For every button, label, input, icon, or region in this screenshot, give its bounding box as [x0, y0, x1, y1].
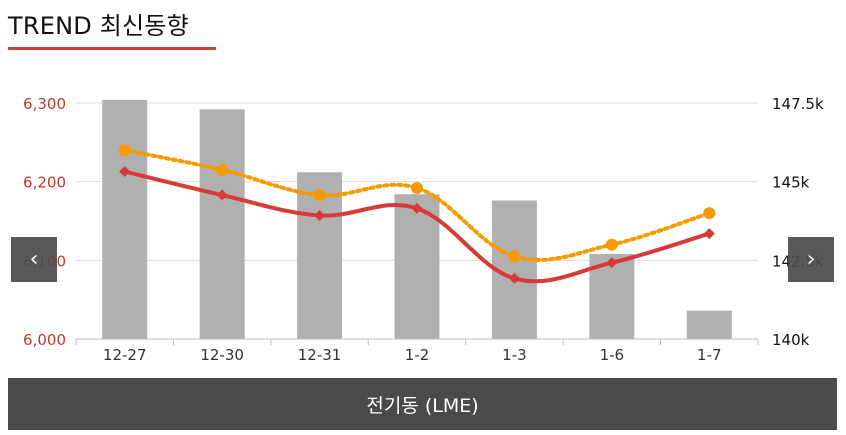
point-marker-diamond [606, 257, 618, 269]
point-marker-circle [605, 238, 618, 251]
right-tick-label: 147.5k [772, 95, 824, 113]
point-marker-diamond [411, 202, 423, 214]
page-title: TREND 최신동향 [8, 12, 189, 40]
x-tick-label: 12-30 [200, 346, 244, 364]
chevron-left-icon[interactable]: ‹ [11, 237, 57, 282]
right-tick-label: 145k [772, 174, 810, 192]
bar [686, 310, 732, 339]
point-marker-diamond [119, 165, 131, 177]
point-marker-diamond [216, 189, 228, 201]
point-marker-circle [703, 207, 716, 220]
x-tick-label: 1-3 [502, 346, 527, 364]
point-marker-circle [118, 144, 131, 157]
point-marker-diamond [703, 228, 715, 240]
bar [199, 109, 245, 339]
bar [102, 99, 148, 339]
trend-chart: 6,000140k6,100142.5k6,200145k6,300147.5k… [23, 95, 824, 364]
x-tick-label: 1-2 [405, 346, 430, 364]
footer-label: 전기동 (LME) [8, 378, 837, 430]
chevron-right-icon[interactable]: › [788, 237, 834, 282]
x-tick-label: 12-31 [298, 346, 342, 364]
x-tick-label: 1-6 [600, 346, 625, 364]
x-tick-label: 12-27 [103, 346, 147, 364]
bar [394, 194, 440, 339]
title-underline [8, 47, 216, 50]
point-marker-circle [411, 181, 423, 194]
left-tick-label: 6,300 [23, 95, 66, 113]
point-marker-circle [508, 250, 521, 263]
right-tick-label: 140k [772, 331, 810, 349]
left-tick-label: 6,200 [23, 174, 66, 192]
point-marker-circle [216, 163, 229, 176]
point-marker-diamond [314, 209, 326, 221]
point-marker-circle [313, 189, 326, 202]
left-tick-label: 6,000 [23, 331, 66, 349]
x-tick-label: 1-7 [697, 346, 722, 364]
point-marker-diamond [508, 272, 520, 284]
